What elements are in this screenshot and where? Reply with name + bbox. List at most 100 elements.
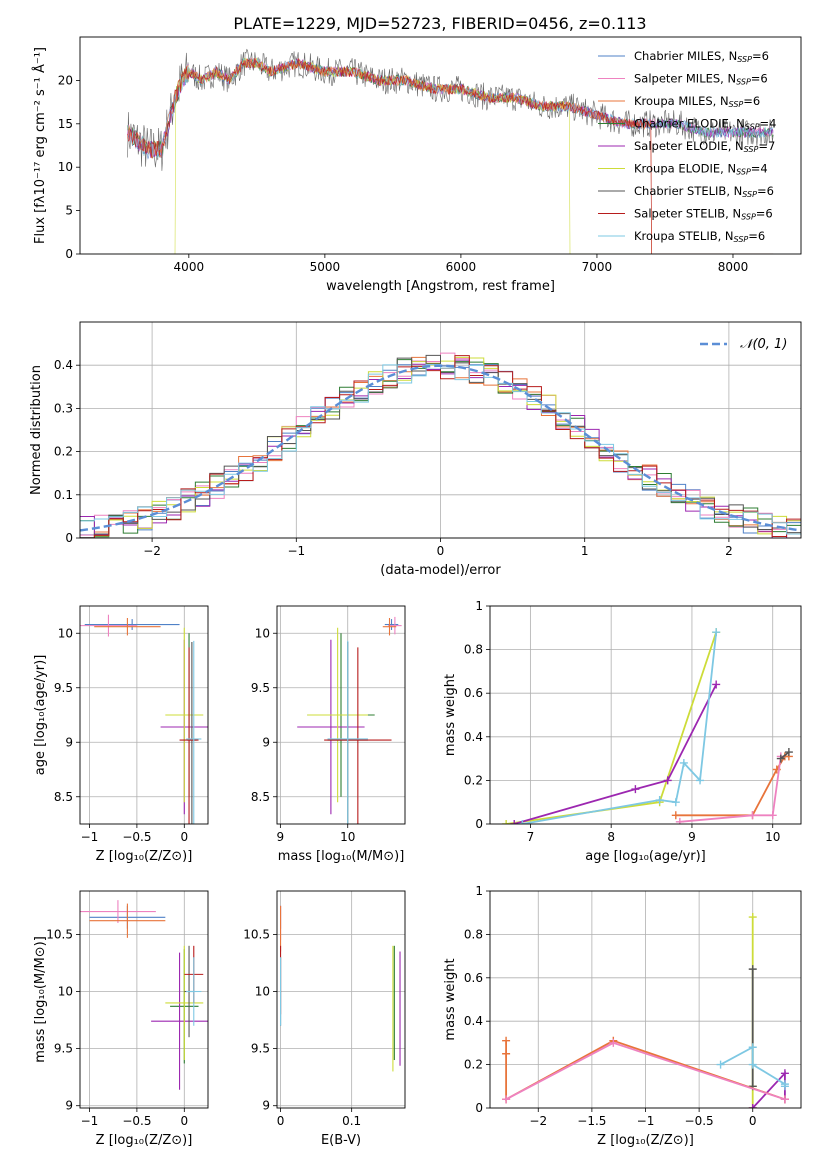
y-tick-label: 0.2 [54,445,73,459]
y-tick-label: 9 [65,1099,73,1113]
weight-marker [609,1038,618,1047]
x-tick-label: −0.5 [122,830,151,844]
y-axis-label: mass [log₁₀(M/M⊙)] [33,936,48,1063]
plot-area [80,900,208,1090]
y-tick-label: 10.5 [243,927,270,941]
weight-marker [748,1104,757,1108]
axes-frame [276,605,406,825]
y-tick-label: 10 [255,985,270,999]
x-tick-label: 0.1 [342,1114,361,1128]
histogram-chabrier-stelib [80,354,801,538]
weight-marker [776,754,785,763]
weight-marker [784,748,793,757]
weight-marker [679,758,688,767]
x-tick-label: 0 [180,1114,188,1128]
weight-marker [780,1095,789,1104]
x-tick-label: −0.5 [122,1114,151,1128]
y-tick-label: 0 [65,247,73,261]
y-tick-label: 9 [262,735,270,749]
y-tick-label: 1 [475,599,483,613]
y-tick-label: 9.5 [54,1042,73,1056]
weight-line-kroupa-stelib [522,632,718,824]
x-tick-label: 2 [725,544,733,558]
y-axis-label: mass weight [443,674,458,756]
y-tick-label: 0.8 [464,927,483,941]
weight-marker [748,1060,757,1069]
y-tick-label: 9.5 [251,681,270,695]
panel-weight-vs-age: 7 8 9 10 0 0.2 0.4 0.6 0.8 1 age [log₁₀(age/yr)] ma… [443,599,802,864]
plot-area [127,48,774,254]
legend-entry: Kroupa STELIB, NSSP=6 [634,229,765,244]
y-tick-label: 10.5 [46,927,73,941]
x-tick-label: 0 [277,1114,285,1128]
x-tick-label: 4000 [174,260,205,274]
panel-residuals: −2 −1 0 1 2 0 0.1 0.2 0.3 0.4 (data-model)/error No… [29,321,802,578]
weight-marker [631,785,640,794]
y-tick-label: 0.4 [464,730,483,744]
y-tick-label: 8.5 [251,790,270,804]
weight-marker [675,817,684,824]
y-tick-label: 20 [58,73,73,87]
panel-age-vs-Z: −1 −0.5 0 8.5 9 9.5 10 Z [log₁₀(Z/Z⊙)] age [log₁… [33,605,209,864]
weight-marker [716,1060,725,1069]
x-tick-label: 8000 [718,260,749,274]
x-axis-label: E(B-V) [321,1133,361,1148]
plot-area [502,628,793,824]
y-tick-label: 0 [475,1101,483,1115]
axes-frame [79,890,209,1109]
plot-area [80,614,208,824]
y-tick-label: 0.4 [54,358,73,372]
y-tick-label: 1 [475,884,483,898]
normal-reference-curve [80,364,801,532]
weight-marker [671,811,680,820]
y-tick-label: 10 [255,626,270,640]
x-tick-label: 10 [340,830,355,844]
weight-marker [748,811,757,820]
legend-entry: Salpeter STELIB, NSSP=6 [634,207,773,222]
weight-marker [663,776,672,785]
x-tick-label: −1 [81,830,99,844]
y-axis-label: Flux [fλ10⁻¹⁷ erg cm⁻² s⁻¹ Å⁻¹] [32,47,48,244]
y-tick-label: 0 [475,817,483,831]
legend-entry: Kroupa MILES, NSSP=6 [634,94,760,109]
y-tick-label: 10 [58,626,73,640]
y-tick-label: 0.3 [54,401,73,415]
panel-mass-vs-EBV: 0 0.1 9 9.5 10 10.5 E(B-V) [243,890,406,1148]
panel-mass-vs-Z: −1 −0.5 0 9 9.5 10 10.5 Z [log₁₀(Z/Z⊙)] mass [lo… [33,890,209,1148]
weight-marker [748,913,757,922]
x-axis-label: Z [log₁₀(Z/Z⊙)] [597,1133,694,1148]
weight-marker [671,798,680,807]
axes-frame [489,890,802,1109]
weight-marker [510,820,519,824]
weight-marker [780,1082,789,1091]
x-tick-label: −1.5 [577,1114,606,1128]
legend-entry: Kroupa ELODIE, NSSP=4 [634,162,768,177]
y-axis-label: mass weight [443,958,458,1040]
weight-marker [780,1069,789,1078]
x-axis-label: mass [log₁₀(M/M⊙)] [278,849,405,864]
weight-marker [712,680,721,689]
x-tick-label: 7 [527,830,535,844]
plot-area [280,905,401,1072]
y-tick-label: 0.1 [54,488,73,502]
legend-entry: Chabrier STELIB, NSSP=6 [634,184,774,199]
legend-entry: 𝒩(0, 1) [740,337,787,352]
weight-line-salpeter-elodie [513,684,718,824]
weight-marker [655,796,664,805]
y-tick-label: 5 [65,204,73,218]
y-axis-label: age [log₁₀(age/yr)] [33,655,48,776]
y-tick-label: 15 [58,117,73,131]
y-tick-label: 10 [58,985,73,999]
y-tick-label: 0.2 [464,773,483,787]
weight-line-kroupa-miles [675,755,789,817]
y-tick-label: 8.5 [54,790,73,804]
axes-frame [489,605,802,825]
y-tick-label: 0.6 [464,686,483,700]
legend-entry: Chabrier ELODIE, NSSP=4 [634,117,776,132]
x-tick-label: 0 [749,1114,757,1128]
panel-age-vs-mass: 9 10 8.5 9 9.5 10 mass [log₁₀(M/M⊙)] [251,605,406,864]
x-axis-label: Z [log₁₀(Z/Z⊙)] [96,849,193,864]
x-tick-label: 8 [607,830,615,844]
x-tick-label: 7000 [582,260,613,274]
